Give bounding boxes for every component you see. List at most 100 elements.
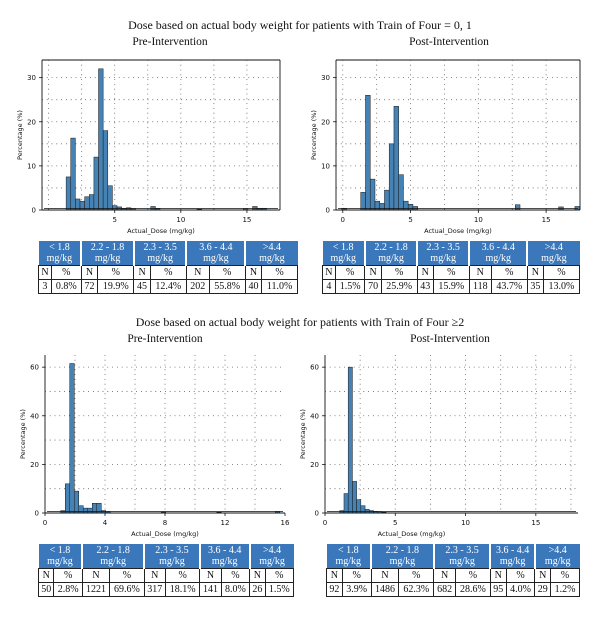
x-tick-label: 5 [112, 216, 116, 224]
histogram-bar [74, 490, 79, 514]
percent-cell: 28.6% [455, 582, 491, 597]
percent-cell: 25.9% [380, 279, 418, 294]
dose-unit-label: mg/kg [259, 253, 285, 264]
x-tick-label: 15 [542, 216, 551, 224]
percent-column-header: % [50, 265, 82, 280]
y-tick-label: 30 [27, 74, 36, 82]
percent-cell: 1.2% [550, 582, 580, 597]
x-tick-label: 0 [341, 216, 345, 224]
percent-column-header: % [208, 265, 246, 280]
patient-count-cell: 682 [433, 582, 456, 597]
table-subheader-row: N% N% N% N% N% [322, 265, 581, 280]
chart-svg-4: 0 5 10 15 0 20 40 60 Actual_Dose (mg/kg) Percenta… [299, 355, 578, 538]
y-tick-label: 60 [30, 364, 39, 372]
percent-column-header: % [380, 265, 418, 280]
patient-count-cell: 1486 [370, 582, 400, 597]
histogram-bar [360, 192, 366, 211]
patient-count-cell: 72 [80, 279, 99, 294]
table-subheader-row: N% N% N% N% N% [37, 568, 295, 583]
section-1-title: Dose based on actual body weight for pat… [128, 18, 472, 32]
count-column-header: N [534, 568, 552, 583]
dose-range-label: 3.6 - 4.4 [208, 545, 242, 556]
x-tick-label: 0 [323, 519, 327, 527]
y-tick-label: 40 [30, 412, 39, 420]
dose-range-label: >4.4 [548, 545, 567, 556]
dose-table-2: < 1.8 mg/kg 2.2 - 1.8 mg/kg 2.3 - 3.5 mg/kg 3.… [322, 241, 581, 294]
dose-range-label: < 1.8 [332, 242, 354, 253]
dose-unit-label: mg/kg [159, 556, 185, 567]
percent-column-header: % [341, 568, 372, 583]
y-tick-label: 20 [30, 461, 39, 469]
histogram-bar [65, 176, 72, 211]
percent-column-header: % [455, 568, 491, 583]
dose-range-label: 2.2 - 1.8 [385, 545, 420, 556]
histogram-bar [384, 189, 390, 211]
percent-column-header: % [542, 265, 581, 280]
dose-range-header: 2.2 - 1.8 mg/kg [370, 544, 434, 569]
table-subheader-row: N% N% N% N% N% [326, 568, 580, 583]
histogram-bar [356, 499, 362, 514]
y-tick-label: 0 [35, 510, 39, 518]
percent-cell: 69.6% [109, 582, 145, 597]
x-tick-label: 10 [176, 216, 185, 224]
percent-cell: 19.9% [97, 279, 135, 294]
dose-unit-label: mg/kg [541, 253, 567, 264]
table-row: 92 3.9% 1486 62.3% 682 28.6% 95 4.0% 29 1.2% [326, 582, 580, 597]
table-header-row: < 1.8 mg/kg 2.2 - 1.8 mg/kg 2.3 - 3.5 mg/kg 3.… [38, 544, 294, 569]
percent-column-header: % [490, 265, 528, 280]
y-tick-label: 0 [315, 510, 319, 518]
x-tick-label: 5 [393, 519, 397, 527]
y-axis-label: Percentage (%) [16, 110, 24, 160]
chart-4-title: Post-Intervention [410, 333, 490, 345]
histogram-bar [365, 95, 371, 211]
percent-cell: 4.0% [505, 582, 536, 597]
patient-count-cell: 1221 [81, 582, 111, 597]
percent-column-header: % [550, 568, 580, 583]
dose-unit-label: mg/kg [485, 253, 512, 264]
chart-svg-1: 5 10 15 0 10 20 30 Actual_Dose (mg/kg) Percentag… [16, 59, 281, 235]
dose-unit-label: mg/kg [46, 253, 73, 264]
x-axis-label: Actual_Dose (mg/kg) [424, 227, 492, 235]
dose-range-label: 3.6 - 4.4 [199, 242, 233, 253]
percent-cell: 11.0% [261, 279, 298, 294]
x-tick-label: 16 [281, 519, 290, 527]
dose-range-header: 2.2 - 1.8 mg/kg [81, 544, 145, 569]
dose-range-header: < 1.8 mg/kg [38, 241, 82, 266]
dose-range-header: >4.4 mg/kg [248, 544, 294, 569]
count-column-header: N [416, 265, 434, 280]
histogram-bar [360, 505, 366, 514]
dose-unit-label: mg/kg [94, 253, 121, 264]
dose-range-header: 2.3 - 3.5 mg/kg [416, 241, 470, 266]
percent-cell: 13.0% [542, 279, 581, 294]
histogram-bar [84, 196, 90, 211]
dose-unit-label: mg/kg [335, 556, 362, 567]
chart-1: 5 10 15 0 10 20 30 Actual_Dose (mg/kg) Percentag… [0, 50, 290, 240]
histogram-bar [515, 204, 521, 211]
patient-count-cell: 4 [322, 279, 336, 294]
histogram-bar [70, 137, 76, 211]
dose-range-label: 2.2 - 1.8 [374, 242, 408, 253]
patient-count-cell: 141 [199, 582, 222, 597]
dose-unit-label: mg/kg [389, 556, 416, 567]
dose-range-header: < 1.8 mg/kg [326, 544, 372, 569]
count-column-header: N [185, 265, 210, 280]
y-tick-label: 0 [32, 207, 36, 215]
histogram-bar [65, 483, 70, 514]
patient-count-cell: 35 [526, 279, 544, 294]
percent-column-header: % [261, 265, 298, 280]
dose-unit-label: mg/kg [47, 556, 73, 567]
dose-range-label: < 1.8 [337, 545, 359, 556]
histogram-bar [93, 156, 99, 211]
histogram-bar [369, 178, 376, 211]
x-axis-label: Actual_Dose (mg/kg) [131, 530, 199, 538]
histogram-bar [379, 203, 385, 211]
patient-count-cell: 26 [249, 582, 266, 597]
histogram-bar [352, 481, 357, 514]
dose-range-header: 2.3 - 3.5 mg/kg [143, 544, 200, 569]
dose-range-header: >4.4 mg/kg [533, 544, 580, 569]
x-tick-label: 4 [103, 519, 108, 527]
dose-unit-label: mg/kg [430, 253, 456, 264]
dose-range-header: 2.2 - 1.8 mg/kg [363, 241, 418, 266]
percent-cell: 12.4% [149, 279, 187, 294]
count-column-header: N [244, 265, 263, 280]
